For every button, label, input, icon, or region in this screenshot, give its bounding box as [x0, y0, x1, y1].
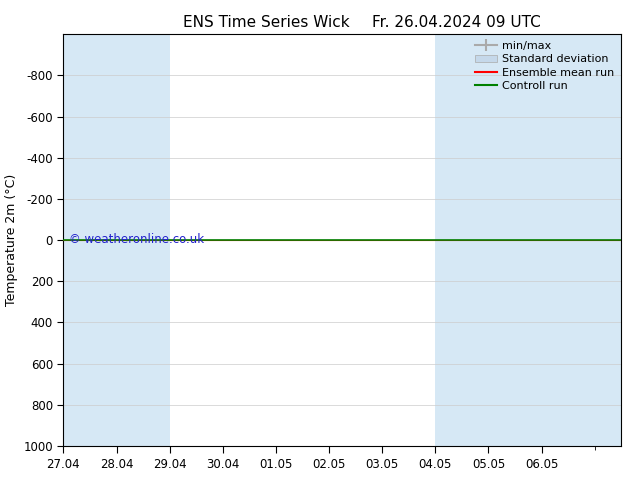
Bar: [63, 34, 117, 446]
Legend: min/max, Standard deviation, Ensemble mean run, Controll run: min/max, Standard deviation, Ensemble me…: [470, 37, 619, 96]
Bar: [117, 34, 170, 446]
Text: Fr. 26.04.2024 09 UTC: Fr. 26.04.2024 09 UTC: [372, 15, 541, 30]
Bar: [436, 34, 488, 446]
Text: © weatheronline.co.uk: © weatheronline.co.uk: [69, 233, 204, 246]
Bar: [488, 34, 541, 446]
Text: ENS Time Series Wick: ENS Time Series Wick: [183, 15, 349, 30]
Y-axis label: Temperature 2m (°C): Temperature 2m (°C): [5, 174, 18, 306]
Bar: [541, 34, 621, 446]
